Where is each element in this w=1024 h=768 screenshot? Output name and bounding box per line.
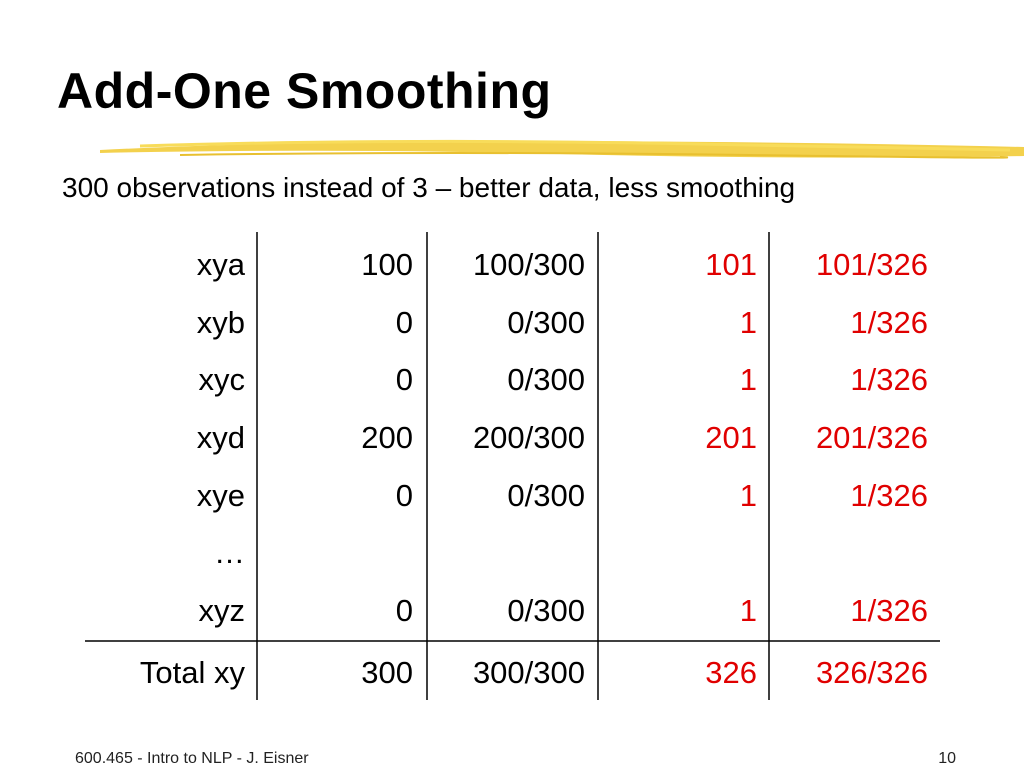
- table-cell: 1: [739, 593, 757, 628]
- table-cell: 0/300: [507, 305, 585, 340]
- table-cell: 1/326: [850, 362, 928, 397]
- table-cell: 0/300: [507, 362, 585, 397]
- table-cell: 1: [739, 305, 757, 340]
- table-cell: 200/300: [472, 420, 585, 455]
- table-cell: 0: [395, 478, 413, 513]
- table-cell: 101: [705, 247, 757, 282]
- table-cell: 326/326: [815, 655, 928, 690]
- table-cell: 100/300: [472, 247, 585, 282]
- row-label: …: [214, 535, 245, 570]
- table-cell: 0: [395, 305, 413, 340]
- highlight-stroke: [100, 139, 1024, 159]
- table-cell: 101/326: [815, 247, 928, 282]
- table-cell: 326: [705, 655, 757, 690]
- table-rules: [85, 232, 940, 700]
- table-cell: 0/300: [507, 478, 585, 513]
- table-cell: 1/326: [850, 305, 928, 340]
- table-cell: 0: [395, 362, 413, 397]
- row-label: xyb: [196, 305, 245, 340]
- table-cell: 200: [361, 420, 413, 455]
- row-label: xyz: [198, 593, 246, 628]
- page-number: 10: [938, 750, 956, 767]
- row-label: xya: [196, 247, 245, 282]
- footer-text: 600.465 - Intro to NLP - J. Eisner: [75, 750, 309, 767]
- table-cell: 201: [705, 420, 757, 455]
- table-cell: 300: [361, 655, 413, 690]
- table-cell: 1/326: [850, 593, 928, 628]
- table-cell: 100: [361, 247, 413, 282]
- table-cell: 201/326: [815, 420, 928, 455]
- table-cell: 300/300: [472, 655, 585, 690]
- table-cell: 1: [739, 362, 757, 397]
- table-cell: 0/300: [507, 593, 585, 628]
- table-cell: 0: [395, 593, 413, 628]
- table-cell: 1: [739, 478, 757, 513]
- table-cell: 1/326: [850, 478, 928, 513]
- subtitle: 300 observations instead of 3 – better d…: [62, 172, 796, 203]
- row-label: Total xy: [139, 655, 245, 690]
- slide-title: Add-One Smoothing: [57, 63, 552, 119]
- row-label: xyc: [198, 362, 246, 397]
- row-label: xyd: [196, 420, 245, 455]
- row-label: xye: [196, 478, 245, 513]
